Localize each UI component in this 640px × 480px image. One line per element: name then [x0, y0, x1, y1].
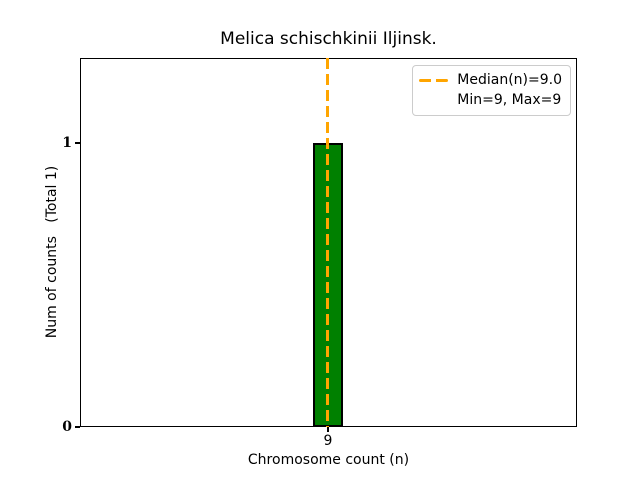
y-axis-label: Num of counts (Total 1)	[44, 165, 60, 339]
legend-label-median: Median(n)=9.0	[457, 72, 562, 88]
legend-entry-median: Median(n)=9.0	[419, 70, 562, 90]
x-tick-mark-9	[327, 427, 329, 432]
y-tick-label-0: 0	[62, 419, 72, 435]
y-tick-mark-1	[75, 142, 80, 144]
x-tick-label-9: 9	[323, 433, 333, 449]
median-line	[326, 58, 329, 427]
y-tick-label-1: 1	[62, 135, 72, 151]
legend-marker-spacer	[419, 99, 448, 102]
chart-title: Melica schischkinii Iljinsk.	[220, 29, 437, 49]
legend: Median(n)=9.0 Min=9, Max=9	[412, 65, 571, 116]
y-tick-mark-0	[75, 426, 80, 428]
median-dashed-line-marker	[419, 78, 449, 82]
legend-label-minmax: Min=9, Max=9	[457, 92, 562, 108]
legend-entry-minmax: Min=9, Max=9	[419, 90, 562, 110]
x-axis-label: Chromosome count (n)	[247, 452, 410, 468]
